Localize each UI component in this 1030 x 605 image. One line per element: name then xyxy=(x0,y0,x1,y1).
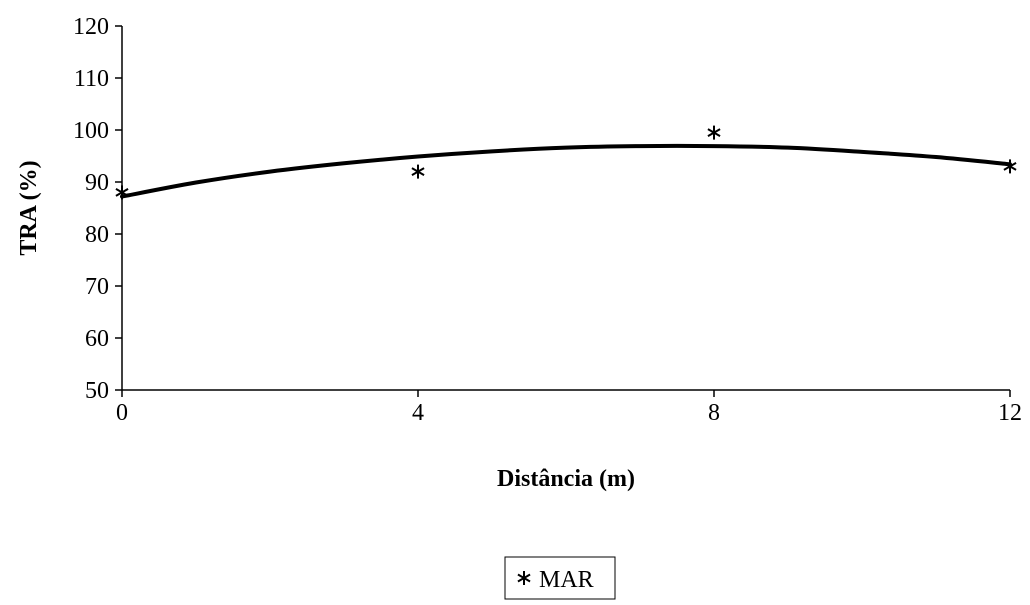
data-point-mar xyxy=(115,185,129,200)
x-ticks: 0 4 8 12 xyxy=(116,390,1022,426)
y-ticks: 50 60 70 80 90 100 110 120 xyxy=(73,14,122,404)
y-tick-label: 120 xyxy=(73,14,109,40)
y-tick-label: 50 xyxy=(85,378,109,404)
x-tick-label: 12 xyxy=(998,400,1022,426)
y-tick-label: 110 xyxy=(74,66,109,92)
x-axis-title: Distância (m) xyxy=(497,466,635,492)
x-tick-label: 4 xyxy=(412,400,424,426)
legend-marker-asterisk xyxy=(517,571,531,585)
y-tick-label: 90 xyxy=(85,170,109,196)
data-point-mar xyxy=(707,125,721,140)
data-points xyxy=(115,125,1017,200)
y-tick-label: 100 xyxy=(73,118,109,144)
data-point-mar xyxy=(411,164,425,179)
axes xyxy=(121,26,1010,391)
x-tick-label: 0 xyxy=(116,400,128,426)
legend-label-mar: MAR xyxy=(539,567,594,593)
y-tick-label: 80 xyxy=(85,222,109,248)
trendline xyxy=(120,143,1012,199)
data-point-mar xyxy=(1003,159,1017,174)
marker-stroke xyxy=(707,128,721,137)
marker-stroke xyxy=(411,167,425,176)
legend: MAR xyxy=(504,556,616,600)
y-tick-label: 60 xyxy=(85,326,109,352)
marker-stroke xyxy=(1003,162,1017,171)
y-axis-title: TRA (%) xyxy=(16,160,42,255)
legend-asterisk-icon xyxy=(517,571,531,585)
y-tick-label: 70 xyxy=(85,274,109,300)
marker-stroke xyxy=(517,573,531,583)
x-tick-label: 8 xyxy=(708,400,720,426)
marker-stroke xyxy=(115,188,129,197)
